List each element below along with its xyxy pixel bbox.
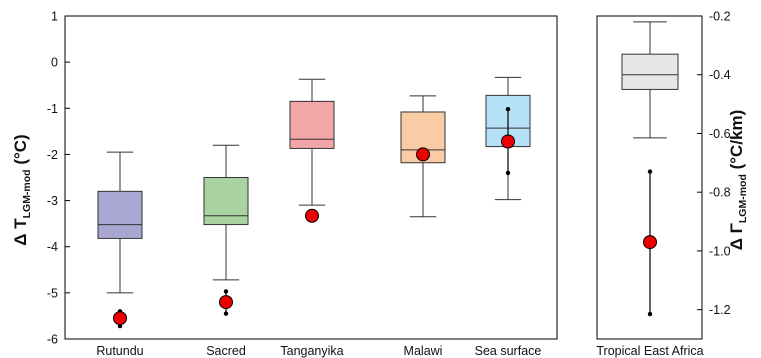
y-tick-label: -0.6 xyxy=(709,127,731,141)
proxy-sacred xyxy=(219,289,233,316)
y-tick-label: -0.4 xyxy=(709,68,731,82)
box-sacred xyxy=(203,144,249,281)
box-iqr xyxy=(97,190,143,239)
proxy-error-end xyxy=(505,170,511,176)
lapse-rate-panel: Δ ΓLGM-mod (°C/km) -0.2-0.4-0.6-0.8-1.0-… xyxy=(596,10,749,358)
proxy-point xyxy=(643,235,657,250)
proxy-point xyxy=(501,134,515,149)
y-ticks-lapse-rate: -0.2 -0.4 -0.6 -0.8 -1.0 -1.2 xyxy=(697,10,731,317)
x-category-label: Sacred xyxy=(206,344,246,358)
ylabel-unit: (°C/km) xyxy=(727,110,746,174)
proxy-point xyxy=(305,208,319,223)
y-tick-label: 1 xyxy=(51,10,58,24)
x-category-label: Tanganyika xyxy=(280,344,343,358)
box-rutundu xyxy=(97,151,143,294)
y-tick-label: -6 xyxy=(47,333,58,347)
proxy-malawi xyxy=(416,147,430,162)
y-tick-label: -2 xyxy=(47,148,58,162)
proxy-point xyxy=(219,295,233,310)
ylabel-main: Δ T xyxy=(11,218,30,246)
proxy-error-end xyxy=(505,107,511,112)
proxy-point xyxy=(113,311,127,326)
box-iqr xyxy=(621,53,679,90)
box-iqr xyxy=(203,177,249,226)
proxy-error-end xyxy=(223,311,229,316)
x-category-label: Sea surface xyxy=(475,344,542,358)
proxy-rutundu xyxy=(113,309,127,329)
y-tick-label: -3 xyxy=(47,194,58,208)
proxy-point xyxy=(416,147,430,162)
y-axis-label-lapse-rate: Δ ΓLGM-mod (°C/km) xyxy=(727,110,749,251)
y-tick-label: -5 xyxy=(47,286,58,300)
boxes-lapse-rate xyxy=(621,21,679,139)
y-tick-label: -1.0 xyxy=(709,244,731,258)
proxy-error-end xyxy=(647,311,653,317)
proxy-tanganyika xyxy=(305,208,319,223)
boxes-temperature xyxy=(97,76,531,294)
ylabel-unit: (°C) xyxy=(11,134,30,169)
x-category-label: Malawi xyxy=(404,344,443,358)
ylabel-main: Δ Γ xyxy=(727,223,746,250)
y-tick-label: -1.2 xyxy=(709,303,731,317)
y-axis-label-temperature: Δ TLGM-mod (°C) xyxy=(11,134,33,245)
box-tanganyika xyxy=(289,78,335,206)
proxy-error-end xyxy=(223,289,229,294)
x-labels-temperature: Rutundu Sacred Tanganyika Malawi Sea surface xyxy=(96,344,541,358)
box-tropical-east-africa xyxy=(621,21,679,139)
y-tick-label: 0 xyxy=(51,56,58,70)
box-iqr xyxy=(289,100,335,149)
y-tick-label: -1 xyxy=(47,102,58,116)
proxy-error-end xyxy=(647,169,653,174)
ylabel-sub: LGM-mod xyxy=(21,169,33,218)
proxies-temperature xyxy=(113,107,515,329)
proxy-sea-surface xyxy=(501,107,515,176)
y-tick-label: -0.2 xyxy=(709,10,731,24)
x-category-label: Rutundu xyxy=(96,344,143,358)
ylabel-sub: LGM-mod xyxy=(737,174,749,223)
x-category-label: Tropical East Africa xyxy=(596,344,703,358)
temperature-panel: Δ TLGM-mod (°C) 1 0 -1 -2 -3 -4 -5 -6 Rutundu Sa… xyxy=(11,10,558,358)
y-ticks-temperature: 1 0 -1 -2 -3 -4 -5 -6 xyxy=(47,10,70,347)
plot-frame-lapse-rate xyxy=(596,15,703,340)
proxy-tropical-east-africa xyxy=(643,169,657,317)
x-labels-lapse-rate: Tropical East Africa xyxy=(596,344,703,358)
y-tick-label: -0.8 xyxy=(709,186,731,200)
plot-frame-temperature xyxy=(64,15,558,340)
proxies-lapse-rate xyxy=(643,169,657,317)
y-tick-label: -4 xyxy=(47,240,58,254)
